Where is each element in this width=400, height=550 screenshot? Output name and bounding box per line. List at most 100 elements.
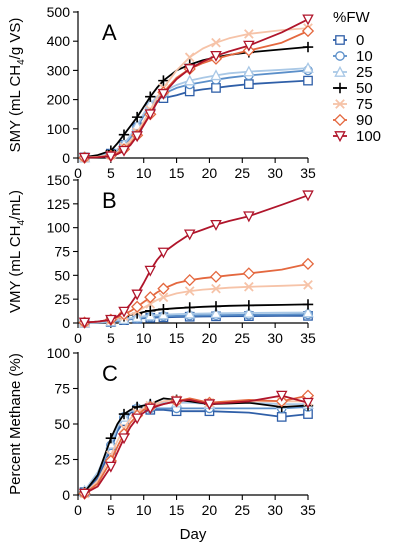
- legend-label: 100: [356, 128, 381, 145]
- data-point: [302, 299, 314, 310]
- series-10-fw: [79, 65, 313, 163]
- series-0-fw: [79, 75, 313, 163]
- data-point: [183, 273, 196, 287]
- data-point: [78, 488, 91, 500]
- data-point: [210, 69, 222, 81]
- data-point: [157, 282, 170, 295]
- x-tick-label: 35: [300, 165, 316, 181]
- data-point: [302, 397, 314, 409]
- x-tick-label: 20: [202, 165, 218, 181]
- data-point: [145, 91, 156, 102]
- series-line: [84, 394, 309, 495]
- x-tick-label: 25: [234, 502, 250, 518]
- legend-label: 50: [356, 80, 373, 97]
- series-line: [84, 67, 309, 159]
- data-point: [242, 267, 255, 280]
- panel-b: 0 25 50 75 100 125 150 0 5 10 15 20 25 30 35 B VMY (mL C…: [7, 172, 316, 346]
- data-point: [244, 29, 254, 39]
- y-tick-label: 0: [62, 150, 70, 166]
- y-tick-label: 75: [54, 244, 70, 260]
- legend-entry-90: 90: [333, 112, 373, 129]
- x-tick-label: 5: [107, 330, 115, 346]
- x-tick-label: 30: [267, 165, 283, 181]
- legend-marker: [335, 35, 345, 45]
- data-point: [301, 257, 315, 271]
- legend-marker: [334, 82, 346, 94]
- data-point: [302, 190, 314, 202]
- series-100-fw: [78, 390, 314, 500]
- x-tick-label: 25: [234, 165, 250, 181]
- panel-letter: A: [102, 20, 117, 45]
- data-point: [203, 399, 216, 411]
- data-point: [78, 317, 91, 329]
- y-tick-label: 25: [54, 291, 70, 307]
- data-point: [243, 40, 255, 52]
- data-point: [244, 79, 254, 89]
- data-point: [105, 151, 117, 163]
- data-point: [243, 300, 255, 311]
- data-point: [302, 41, 314, 53]
- data-point: [184, 302, 195, 313]
- y-axis-label: SMY (mL CH4/g VS): [7, 18, 27, 153]
- x-tick-label: 20: [202, 330, 218, 346]
- data-point: [170, 396, 183, 408]
- data-point: [131, 131, 143, 143]
- legend-label: 90: [356, 112, 373, 129]
- legend-title: %FW: [333, 9, 371, 26]
- legend-marker: [335, 99, 345, 109]
- data-point: [105, 314, 117, 326]
- data-point: [302, 306, 314, 318]
- series-50-fw: [79, 41, 314, 163]
- data-point: [157, 247, 170, 259]
- y-tick-label: 25: [54, 452, 70, 468]
- y-tick-label: 0: [62, 315, 70, 331]
- data-point: [211, 37, 221, 48]
- data-point: [144, 109, 157, 121]
- data-point: [243, 211, 255, 223]
- data-point: [211, 83, 221, 93]
- x-tick-label: 20: [202, 502, 218, 518]
- y-axis-label: Percent Methane (%): [7, 353, 24, 495]
- series-line: [84, 27, 309, 159]
- series-line: [84, 311, 309, 324]
- series-line: [84, 46, 309, 158]
- legend-entry-100: 100: [333, 128, 381, 145]
- legend-entry-50: 50: [333, 80, 373, 97]
- x-tick-label: 10: [136, 502, 152, 518]
- data-point: [210, 50, 222, 62]
- data-point: [209, 270, 223, 283]
- data-point: [302, 14, 314, 26]
- panel-letter: C: [102, 361, 118, 386]
- y-axis-label-tail: /mL): [7, 190, 24, 220]
- y-axis-label-main: SMY (mL CH: [7, 65, 24, 153]
- legend-entry-75: 75: [333, 96, 373, 113]
- y-axis-label-sub: 4: [16, 220, 27, 226]
- y-tick-label: 300: [47, 62, 71, 78]
- data-point: [131, 300, 144, 313]
- series-90-fw: [78, 24, 315, 164]
- y-tick-label: 50: [54, 267, 70, 283]
- data-point: [131, 111, 143, 123]
- data-point: [158, 303, 169, 315]
- y-tick-label: 100: [47, 121, 71, 137]
- x-axis-label: Day: [180, 526, 207, 543]
- x-tick-label: 10: [136, 330, 152, 346]
- data-point: [211, 283, 221, 294]
- y-tick-label: 75: [54, 381, 70, 397]
- panel-a: 0 100 200 300 400 500 0 5 10 15 20 25 30 35 A SMY (mL C…: [7, 4, 316, 181]
- y-tick-label: 50: [54, 416, 70, 432]
- data-point: [118, 408, 130, 420]
- y-tick-label: 100: [47, 345, 71, 361]
- x-tick-label: 25: [234, 330, 250, 346]
- data-point: [145, 299, 156, 309]
- data-point: [118, 306, 130, 318]
- legend-marker: [334, 131, 346, 143]
- y-axis-label: VMY (mL CH4/mL): [7, 190, 27, 313]
- data-point: [118, 145, 130, 157]
- x-tick-label: 0: [74, 165, 82, 181]
- x-tick-label: 30: [267, 330, 283, 346]
- x-tick-label: 0: [74, 330, 82, 346]
- y-tick-label: 200: [47, 92, 71, 108]
- series-line: [84, 194, 309, 324]
